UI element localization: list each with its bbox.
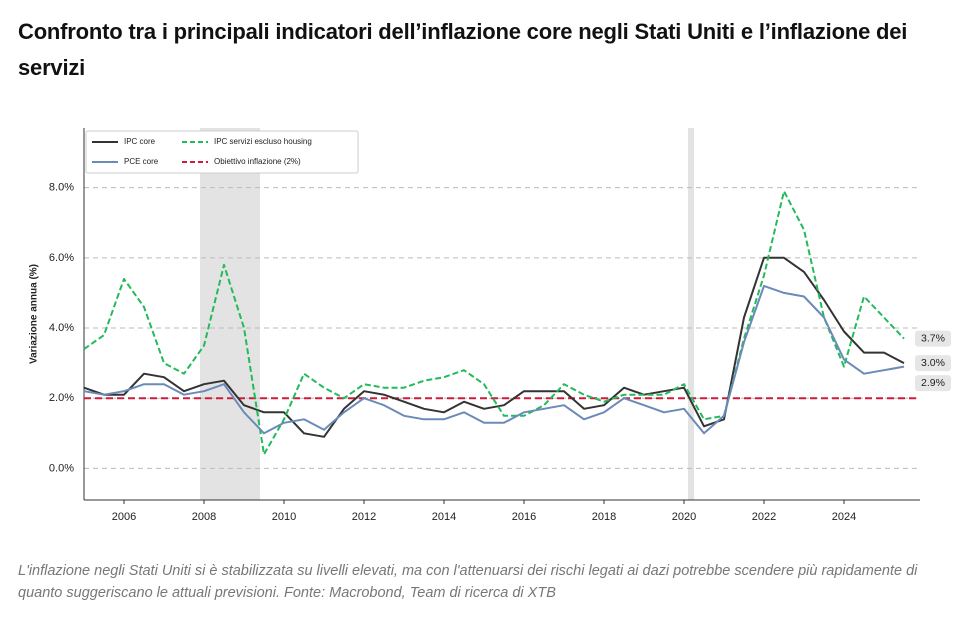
- legend-label: IPC servizi escluso housing: [214, 137, 312, 146]
- x-tick-label: 2022: [752, 511, 776, 523]
- shaded-period: [200, 128, 260, 500]
- end-label: 3.7%: [921, 332, 945, 344]
- caption: L'inflazione negli Stati Uniti si è stab…: [18, 563, 918, 601]
- end-label-box: [915, 355, 951, 372]
- series-line: [83, 284, 905, 435]
- end-label-box: [915, 375, 951, 392]
- x-tick-label: 2014: [432, 511, 456, 523]
- end-label-box: [915, 330, 951, 347]
- y-tick-label: 0.0%: [49, 462, 74, 474]
- series-line: [83, 190, 905, 456]
- x-tick-label: 2008: [192, 511, 216, 523]
- end-label: 3.0%: [921, 357, 945, 369]
- x-tick-label: 2024: [832, 511, 856, 523]
- legend-label: PCE core: [124, 157, 159, 166]
- y-tick-label: 6.0%: [49, 252, 74, 264]
- legend-label: Obiettivo inflazione (2%): [214, 157, 301, 166]
- x-tick-label: 2018: [592, 511, 616, 523]
- legend-box: [85, 130, 359, 174]
- y-tick-label: 2.0%: [49, 392, 74, 404]
- shaded-period: [688, 128, 694, 500]
- x-tick-label: 2012: [352, 511, 376, 523]
- end-label: 2.9%: [921, 377, 945, 389]
- x-tick-label: 2010: [272, 511, 296, 523]
- x-tick-label: 2020: [672, 511, 696, 523]
- x-tick-label: 2006: [112, 511, 136, 523]
- y-tick-label: 4.0%: [49, 322, 74, 334]
- y-axis-label: Variazione annua (%): [29, 264, 40, 364]
- page-title: Confronto tra i principali indicatori de…: [18, 19, 908, 80]
- legend-label: IPC core: [124, 137, 156, 146]
- legend: IPC core IPC servizi escluso housing PCE c…: [85, 130, 359, 174]
- x-tick-label: 2016: [512, 511, 536, 523]
- y-tick-label: 8.0%: [49, 182, 74, 194]
